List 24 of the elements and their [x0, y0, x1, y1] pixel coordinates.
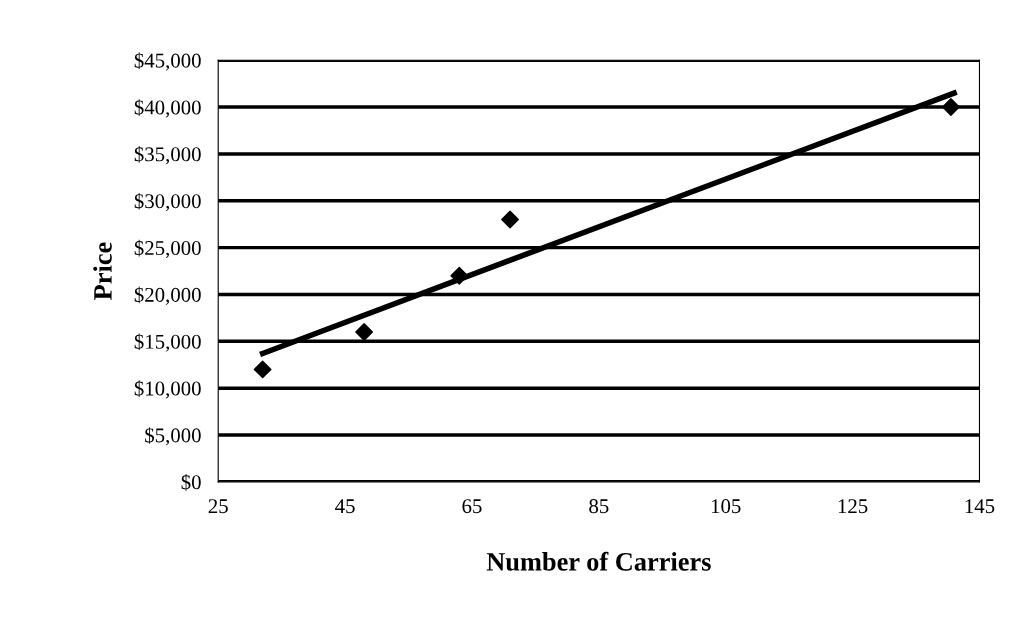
x-tick-label: 85: [589, 499, 609, 514]
x-tick-label: 145: [965, 499, 995, 514]
x-tick-label: 65: [462, 499, 482, 514]
x-tick-label: 105: [711, 499, 741, 514]
point: [942, 98, 960, 116]
y-tick-label: $40,000: [134, 99, 201, 118]
point: [355, 323, 374, 341]
x-tick-label: 125: [838, 499, 868, 514]
y-tick-label: $25,000: [134, 239, 201, 259]
y-tick-label: $10,000: [134, 380, 201, 399]
y-tick-label: $30,000: [134, 192, 201, 212]
x-tick-label: 45: [335, 499, 355, 514]
y-tick-label: $20,000: [134, 286, 201, 305]
point: [501, 210, 519, 229]
y-axis-title: Price: [93, 242, 112, 300]
y-tick-label: $45,000: [134, 52, 201, 71]
y-tick-label: $0: [181, 473, 201, 491]
point: [450, 266, 469, 285]
y-tick-label: $15,000: [134, 333, 201, 352]
y-tick-label: $5,000: [145, 427, 201, 446]
point: [253, 360, 272, 379]
x-tick-label: 25: [208, 499, 228, 514]
x-axis-title: Number of Carriers: [486, 551, 711, 571]
y-tick-label: $35,000: [134, 146, 201, 165]
